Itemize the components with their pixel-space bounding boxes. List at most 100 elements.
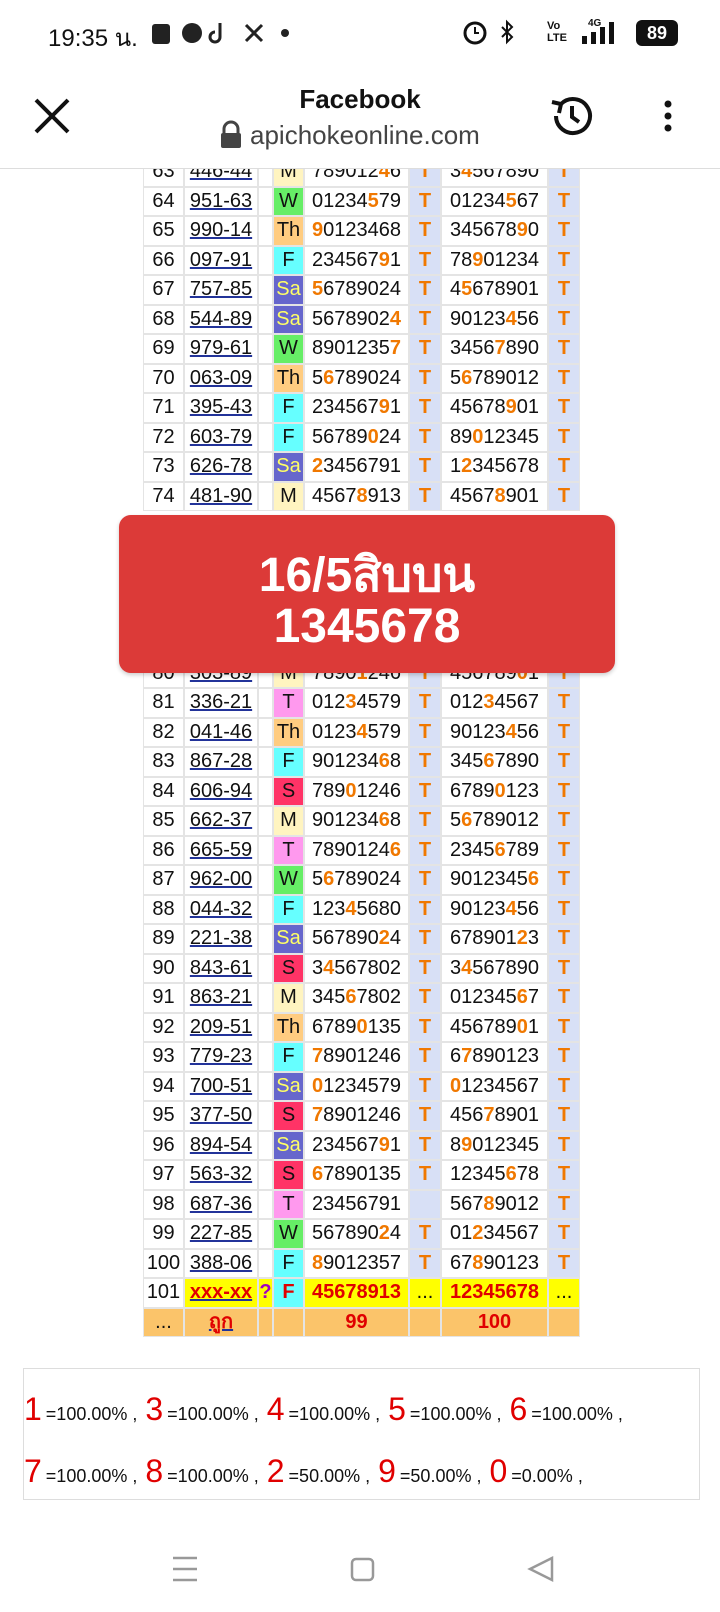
cell-t: T <box>409 422 441 452</box>
code-link[interactable]: 962-00 <box>189 868 253 890</box>
code-link[interactable]: 665-59 <box>189 838 253 861</box>
cell-code: 388-06 <box>184 1248 258 1278</box>
cell-num: 85 <box>143 806 184 836</box>
cell-text: T <box>557 1015 571 1038</box>
code-link[interactable]: 990-14 <box>189 219 253 241</box>
cell-dig: 67890135 <box>304 1160 409 1190</box>
stat-digit: 2 <box>266 1453 285 1489</box>
cell-code: 979-61 <box>184 334 258 364</box>
cell-code: 446-44 <box>184 168 258 187</box>
code-link[interactable]: 894-54 <box>189 1133 253 1156</box>
code-link[interactable]: 336-21 <box>189 691 253 713</box>
cell-text: F <box>282 1281 295 1303</box>
cell-dig: 90123456 <box>441 894 548 924</box>
code-link[interactable]: 041-46 <box>189 720 253 743</box>
code-link[interactable]: 603-79 <box>189 425 253 448</box>
code-link[interactable]: 063-09 <box>189 366 253 389</box>
digits: 90123 <box>483 1251 539 1274</box>
digits-highlight: 8 <box>483 1192 495 1215</box>
digits: 34567 <box>483 1222 539 1244</box>
code-link[interactable]: 951-63 <box>189 189 253 212</box>
cell-text: 84 <box>152 779 175 802</box>
code-link[interactable]: 757-85 <box>189 278 253 300</box>
digits: 8901235 <box>312 337 390 359</box>
cell-q <box>258 393 273 423</box>
url-text[interactable]: apichokeonline.com <box>250 120 480 150</box>
code-link[interactable]: 662-37 <box>189 809 253 831</box>
cell-text: Sa <box>276 307 301 330</box>
code-link[interactable]: 626-78 <box>189 455 253 477</box>
cell-q <box>258 334 273 364</box>
cell-text: T <box>557 809 571 831</box>
cell-text: 94 <box>152 1074 175 1097</box>
code-link[interactable]: 700-51 <box>189 1074 253 1097</box>
cell-t: T <box>409 688 441 718</box>
status-bar: 19:35 น. Vo LTE 4G 89 <box>0 0 720 66</box>
digits: 7 <box>527 986 539 1008</box>
digits: 567 <box>450 1192 484 1215</box>
cell-text: F <box>282 425 295 448</box>
code-link[interactable]: 779-23 <box>189 1045 253 1067</box>
digits: 67 <box>450 1251 473 1274</box>
digits: 234567 <box>312 1133 379 1156</box>
cell-code: 779-23 <box>184 1042 258 1072</box>
cell-text: M <box>280 986 297 1008</box>
code-link[interactable]: 388-06 <box>189 1251 253 1274</box>
code-link[interactable]: xxx-xx <box>189 1281 253 1303</box>
cell-t: T <box>409 216 441 246</box>
cell-text: 88 <box>152 897 175 920</box>
cell-text: T <box>418 484 432 507</box>
digits: 789012 <box>472 366 539 389</box>
digits: 6789024 <box>323 278 401 300</box>
table-row: 67 757-85 Sa 56789024 T 45678901 T <box>143 275 580 305</box>
cell-t: T <box>548 245 580 275</box>
digits-highlight: 9 <box>516 219 528 241</box>
cell-t: T <box>548 275 580 305</box>
alarm-bluetooth-icons <box>463 19 514 45</box>
cell-q <box>258 1248 273 1278</box>
cell-t: T <box>409 1101 441 1131</box>
digits: 56 <box>516 897 539 920</box>
menu-button[interactable] <box>660 98 676 138</box>
code-link[interactable]: 843-61 <box>189 956 253 979</box>
cell-text: T <box>282 1192 295 1215</box>
code-link[interactable]: 446-44 <box>189 168 253 182</box>
code-link[interactable]: 209-51 <box>189 1015 253 1038</box>
code-link[interactable]: 687-36 <box>189 1192 253 1215</box>
code-link[interactable]: 867-28 <box>189 750 253 772</box>
recent-apps[interactable] <box>173 1556 197 1582</box>
code-link[interactable]: 221-38 <box>189 927 253 949</box>
table-row: 91 863-21 M 34567802 T 01234567 T <box>143 983 580 1013</box>
stat-percent: =50.00% , <box>399 1466 482 1486</box>
cell-dig: 56789012 <box>441 1189 548 1219</box>
digits: 567802 <box>334 956 401 979</box>
cell-text: T <box>557 691 571 713</box>
code-link[interactable]: 395-43 <box>189 396 253 418</box>
cell-text: 97 <box>152 1163 175 1185</box>
cell-num: 71 <box>143 393 184 423</box>
cell-text: T <box>557 986 571 1008</box>
cell-dig: 78901246 <box>304 168 409 187</box>
digits-highlight: 9 <box>312 219 324 241</box>
code-link[interactable]: 563-32 <box>189 1163 253 1185</box>
code-link[interactable]: 097-91 <box>189 248 253 271</box>
cell-text: Th <box>276 366 301 389</box>
home-button[interactable] <box>350 1557 375 1582</box>
cell-text: T <box>418 779 432 802</box>
code-link[interactable]: 544-89 <box>189 307 253 330</box>
code-link[interactable]: 863-21 <box>189 986 253 1008</box>
digits: 5 <box>450 366 462 389</box>
code-link[interactable]: 377-50 <box>189 1104 253 1126</box>
code-link[interactable]: 227-85 <box>189 1222 253 1244</box>
cell-text: 95 <box>152 1104 175 1126</box>
code-link[interactable]: 606-94 <box>189 779 253 802</box>
code-link[interactable]: 979-61 <box>189 337 253 359</box>
banner-number: 1345678 <box>273 600 461 653</box>
code-link[interactable]: 481-90 <box>189 484 253 507</box>
digits: 789024 <box>334 366 401 389</box>
back-button[interactable] <box>527 1555 554 1583</box>
code-link[interactable]: 044-32 <box>189 897 253 920</box>
cell-num: 82 <box>143 717 184 747</box>
history-button[interactable] <box>548 92 596 140</box>
close-button[interactable] <box>32 96 72 136</box>
